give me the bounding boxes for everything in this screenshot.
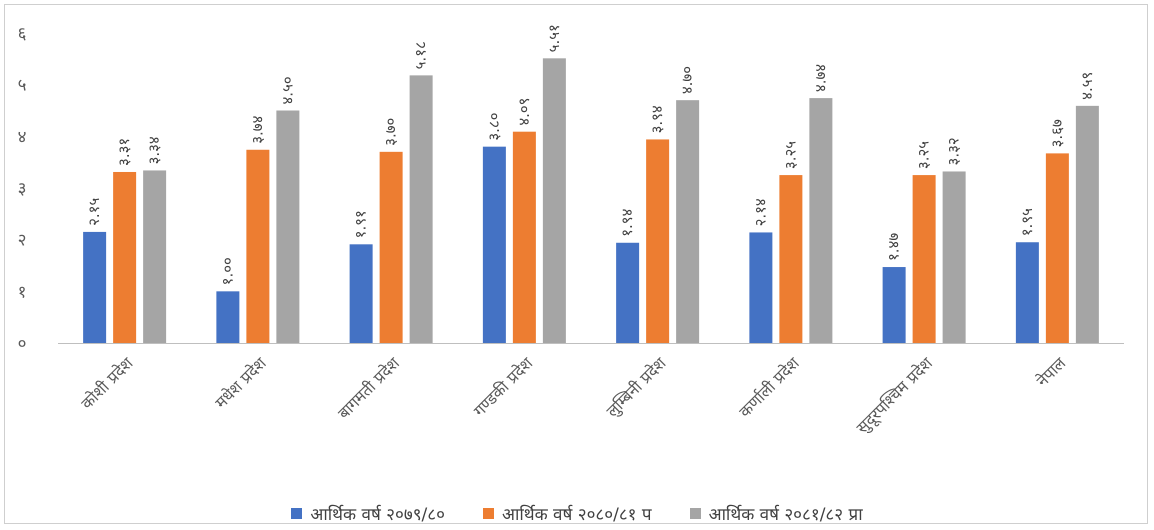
data-label: ४.०९ (515, 98, 533, 126)
bar (1075, 105, 1099, 343)
category-label: मधेश प्रदेश (211, 353, 270, 412)
data-label: १.४७ (885, 233, 903, 261)
bar (379, 151, 403, 343)
category-label: बागमती प्रदेश (334, 353, 404, 423)
data-label: १.९१ (352, 210, 370, 238)
legend-swatch-series-2 (482, 507, 494, 519)
category-label: कोशी प्रदेश (77, 353, 137, 413)
bar (1045, 153, 1069, 343)
legend-item-series-1: आर्थिक वर्ष २०७९/८० (291, 502, 445, 525)
data-label: ४.७० (678, 66, 696, 94)
data-label: ४.५० (278, 76, 296, 104)
bar (83, 231, 107, 343)
chart-legend: आर्थिक वर्ष २०७९/८० आर्थिक वर्ष २०८०/८१ … (0, 500, 1154, 526)
bar (246, 149, 270, 343)
data-label: ३.८० (485, 112, 503, 140)
bar (809, 98, 833, 343)
bar (912, 175, 936, 343)
bar (143, 170, 167, 343)
data-label: ३.६७ (1048, 119, 1066, 147)
bar (646, 139, 670, 343)
bar (409, 75, 433, 343)
y-tick-label: १ (18, 282, 27, 302)
data-label: १.०० (218, 257, 236, 285)
data-label: ४.७४ (811, 64, 829, 92)
bar (349, 244, 373, 343)
category-label: सुदूरपश्चिम प्रदेश (853, 353, 938, 438)
legend-item-series-3: आर्थिक वर्ष २०८१/८२ प्रा (689, 502, 863, 525)
category-label: नेपाल (1033, 353, 1071, 391)
bar (616, 242, 640, 343)
bar (276, 110, 300, 343)
y-tick-label: ६ (18, 24, 27, 44)
data-label: ३.९४ (648, 105, 666, 133)
bar (779, 175, 803, 343)
bar (676, 100, 700, 344)
category-label: लुम्बिनी प्रदेश (603, 353, 672, 422)
bar (942, 171, 966, 343)
data-label: ३.२५ (781, 141, 799, 169)
bar (216, 291, 240, 343)
data-label: ३.७० (382, 118, 400, 146)
bar (1015, 242, 1039, 343)
category-label: कर्णाली प्रदेश (735, 353, 803, 421)
y-tick-label: ३ (18, 179, 27, 199)
bar (542, 58, 566, 344)
y-tick-label: २ (18, 231, 27, 251)
bar (882, 267, 906, 343)
data-label: ५.१८ (412, 41, 430, 69)
data-label: ३.३१ (115, 138, 133, 166)
bar (749, 232, 773, 343)
legend-label-series-3: आर्थिक वर्ष २०८१/८२ प्रा (708, 504, 863, 525)
legend-swatch-series-3 (689, 507, 701, 519)
data-label: २.१५ (85, 198, 103, 226)
data-label: ३.३४ (145, 136, 163, 164)
data-label: ३.२५ (915, 141, 933, 169)
y-tick-label: ५ (18, 76, 27, 96)
bar (482, 146, 506, 343)
data-label: ३.७४ (248, 115, 266, 143)
data-label: ३.३२ (945, 137, 963, 165)
bar-chart: ० १ २ ३ ४ ५ ६ २.१५ १.०० १.९१ ३.८० १.९४ २.१४ १.४७ १.९५ ३… (18, 24, 1124, 438)
data-label: १.९४ (618, 208, 636, 236)
legend-label-series-2: आर्थिक वर्ष २०८०/८१ प (501, 504, 652, 525)
category-label: गण्डकी प्रदेश (470, 353, 537, 420)
legend-label-series-1: आर्थिक वर्ष २०७९/८० (310, 504, 445, 525)
chart-frame (4, 4, 1148, 524)
y-tick-label: ० (18, 334, 27, 354)
y-tick-label: ४ (18, 127, 27, 147)
bar (113, 171, 137, 343)
data-label: ५.५१ (545, 24, 563, 52)
legend-swatch-series-1 (291, 507, 303, 519)
legend-item-series-2: आर्थिक वर्ष २०८०/८१ प (482, 502, 652, 525)
data-label: १.९५ (1018, 208, 1036, 236)
data-label: २.१४ (751, 198, 769, 226)
bar (512, 131, 536, 343)
data-label: ४.५९ (1078, 72, 1096, 100)
